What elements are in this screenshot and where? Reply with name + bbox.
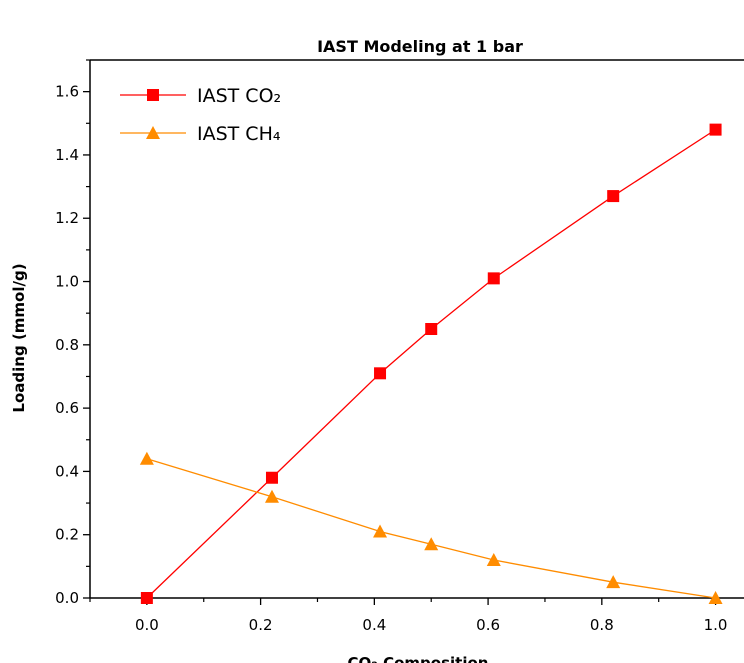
series-line (146, 458, 716, 599)
legend-label: IAST CH₄ (197, 123, 281, 145)
series-layer (139, 123, 723, 604)
y-axis-title: Loading (mmol/g) (10, 263, 28, 412)
y-tick-label: 0.0 (55, 589, 79, 607)
y-tick-label: 0.6 (55, 399, 79, 417)
data-point (708, 591, 723, 604)
y-tick-label: 1.2 (55, 209, 79, 227)
legend-marker (146, 126, 160, 139)
y-tick-label: 1.6 (55, 83, 79, 101)
data-point (606, 575, 621, 589)
series-2 (139, 451, 723, 604)
series-1 (140, 123, 722, 604)
x-tick-label: 0.0 (135, 616, 159, 634)
data-point (264, 489, 279, 503)
x-tick-label: 1.0 (704, 616, 728, 634)
legend-label: IAST CO₂ (197, 85, 281, 107)
data-point (140, 592, 153, 604)
data-point (265, 471, 278, 484)
x-tick-label: 0.6 (476, 616, 500, 634)
legend-marker (147, 89, 159, 101)
data-point (424, 537, 439, 551)
x-axis: 0.0 0.2 0.4 0.6 0.8 1.0 (89, 598, 728, 634)
y-axis: 0.0 0.2 0.4 0.6 0.8 1.0 1.2 1.4 1.6 (55, 59, 90, 607)
plot-frame (89, 59, 744, 599)
x-axis-title: CO₂ Composition (348, 654, 489, 663)
data-point (373, 524, 388, 538)
y-tick-label: 0.4 (55, 462, 79, 480)
legend: IAST CO₂ IAST CH₄ (120, 85, 281, 145)
y-tick-label: 1.0 (55, 273, 79, 291)
y-tick-label: 0.2 (55, 526, 79, 544)
chart-title: IAST Modeling at 1 bar (317, 37, 523, 56)
data-point (709, 123, 722, 136)
x-tick-label: 0.4 (362, 616, 386, 634)
data-point (425, 323, 438, 335)
data-point (374, 367, 387, 380)
data-point (139, 451, 154, 465)
series-line (146, 129, 716, 599)
x-tick-label: 0.2 (249, 616, 273, 634)
data-point (607, 190, 620, 203)
x-tick-label: 0.8 (590, 616, 614, 634)
y-tick-label: 0.8 (55, 336, 79, 354)
y-tick-label: 1.4 (55, 146, 79, 164)
data-point (486, 553, 501, 567)
data-point (487, 272, 500, 285)
